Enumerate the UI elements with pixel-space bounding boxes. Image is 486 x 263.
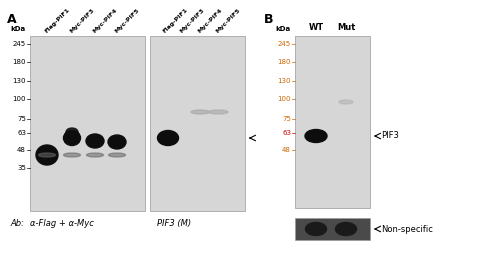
Bar <box>30 36 145 211</box>
Text: 180: 180 <box>278 59 291 65</box>
Ellipse shape <box>36 145 58 165</box>
Text: 75: 75 <box>17 116 26 122</box>
Text: α-Flag + α-Myc: α-Flag + α-Myc <box>30 219 94 228</box>
Text: Mut: Mut <box>337 23 355 32</box>
Ellipse shape <box>66 128 78 136</box>
Text: 100: 100 <box>278 96 291 102</box>
Text: Myc-PIF5: Myc-PIF5 <box>214 7 241 34</box>
Text: 75: 75 <box>282 116 291 122</box>
Text: PIF3: PIF3 <box>381 132 399 140</box>
Ellipse shape <box>208 110 228 114</box>
Bar <box>295 218 370 240</box>
Text: Non-specific: Non-specific <box>381 225 433 234</box>
Text: Myc-PIF3: Myc-PIF3 <box>178 7 205 34</box>
Ellipse shape <box>64 153 81 157</box>
Ellipse shape <box>64 130 81 145</box>
Text: B: B <box>264 13 274 26</box>
Ellipse shape <box>87 153 104 157</box>
Text: Myc-PIF4: Myc-PIF4 <box>196 7 223 34</box>
Text: 245: 245 <box>13 41 26 47</box>
Text: Flag-PIF1: Flag-PIF1 <box>161 7 189 34</box>
Text: kDa: kDa <box>275 26 290 32</box>
Text: 48: 48 <box>282 147 291 153</box>
Text: Flag-PIF1: Flag-PIF1 <box>43 7 70 34</box>
Text: 63: 63 <box>17 130 26 136</box>
Text: PIF3 (M): PIF3 (M) <box>157 219 191 228</box>
Ellipse shape <box>335 222 357 235</box>
Ellipse shape <box>339 100 353 104</box>
Text: 130: 130 <box>13 78 26 84</box>
Text: 245: 245 <box>278 41 291 47</box>
Text: kDa: kDa <box>10 26 25 32</box>
Text: 63: 63 <box>282 130 291 136</box>
Text: Ab:: Ab: <box>10 219 24 228</box>
Bar <box>150 36 245 211</box>
Text: 48: 48 <box>17 147 26 153</box>
Ellipse shape <box>38 153 55 157</box>
Text: Myc-PIF3: Myc-PIF3 <box>69 7 95 34</box>
Text: 130: 130 <box>278 78 291 84</box>
Ellipse shape <box>108 135 126 149</box>
Text: Myc-PIF5: Myc-PIF5 <box>113 7 140 34</box>
Bar <box>295 36 370 208</box>
Ellipse shape <box>108 153 125 157</box>
Ellipse shape <box>305 129 327 143</box>
Text: 180: 180 <box>13 59 26 65</box>
Ellipse shape <box>86 134 104 148</box>
Text: WT: WT <box>309 23 324 32</box>
Ellipse shape <box>191 110 209 114</box>
Text: Myc-PIF4: Myc-PIF4 <box>91 7 118 34</box>
Text: A: A <box>7 13 17 26</box>
Ellipse shape <box>306 222 327 235</box>
Ellipse shape <box>157 130 178 145</box>
Text: 100: 100 <box>13 96 26 102</box>
Text: 35: 35 <box>17 165 26 171</box>
